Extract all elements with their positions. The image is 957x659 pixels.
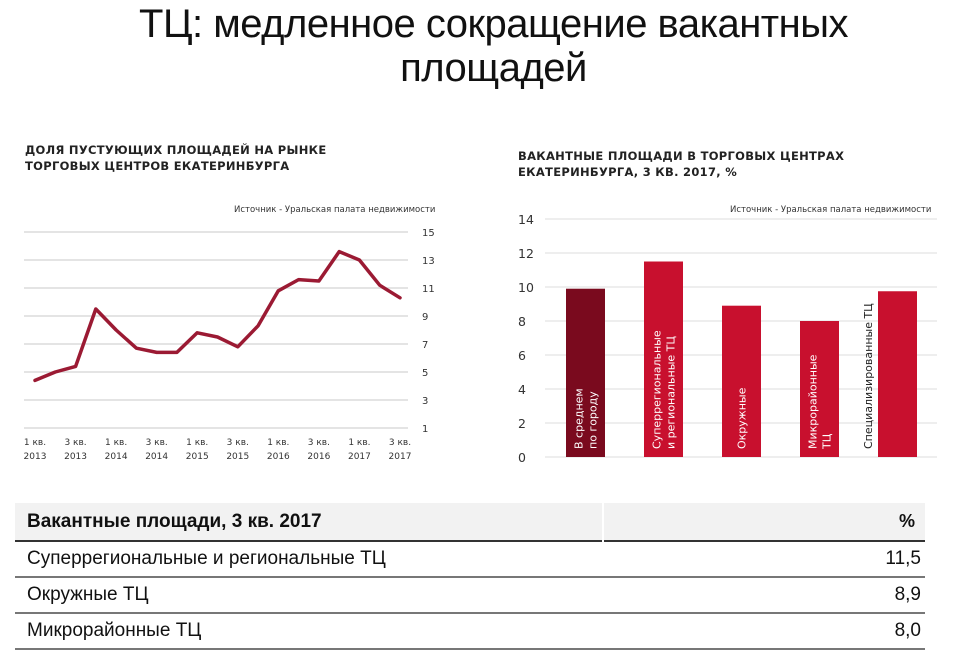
y-tick-label: 11 <box>422 284 435 295</box>
y-tick-label: 14 <box>518 212 534 227</box>
bar-label: по городу <box>587 391 600 449</box>
line-chart-y-axis: 15 13 11 9 7 5 3 1 <box>422 228 435 435</box>
y-tick-label: 4 <box>518 382 526 397</box>
bar <box>566 288 605 457</box>
x-tick-label: 2013 <box>64 452 87 462</box>
y-tick-label: 10 <box>518 280 534 295</box>
bar <box>722 305 761 457</box>
y-tick-label: 15 <box>422 228 435 239</box>
slide-title-line1: ТЦ: медленное сокращение вакантных <box>139 2 848 46</box>
y-tick-label: 7 <box>422 340 428 351</box>
line-series <box>33 249 402 383</box>
x-tick-label: 2014 <box>105 452 128 462</box>
x-tick-label: 1 кв. <box>24 438 46 448</box>
bar-label: ТЦ <box>821 433 834 450</box>
table-row-value: 8,9 <box>894 584 921 605</box>
bar <box>878 291 917 457</box>
x-tick-label: 2014 <box>145 452 168 462</box>
y-tick-label: 1 <box>422 424 428 435</box>
y-tick-label: 5 <box>422 368 428 379</box>
bar-chart-title: ВАКАНТНЫЕ ПЛОЩАДИ В ТОРГОВЫХ ЦЕНТРАХ ЕКА… <box>518 148 844 180</box>
bar <box>800 321 839 457</box>
line-chart-title-line2: ТОРГОВЫХ ЦЕНТРОВ ЕКАТЕРИНБУРГА <box>25 159 290 173</box>
x-tick-label: 3 кв. <box>389 438 411 448</box>
line-chart: 15 13 11 9 7 5 3 1 1 кв. 2013 3 кв. 2013 1 кв. 2014 3… <box>24 228 435 462</box>
bar-label: и региональные ТЦ <box>665 336 678 449</box>
table-header: Вакантные площади, 3 кв. 2017 % <box>15 503 925 541</box>
bar-chart: 14 12 10 8 6 4 2 0 В среднем по городу Суперрегио… <box>518 212 937 465</box>
table-row-value: 8,0 <box>894 620 921 641</box>
y-tick-label: 12 <box>518 246 534 261</box>
bar-label: Специализированные ТЦ <box>862 303 875 449</box>
x-tick-label: 3 кв. <box>64 438 86 448</box>
bar-chart-y-axis: 14 12 10 8 6 4 2 0 <box>518 212 534 465</box>
x-tick-label: 1 кв. <box>186 438 208 448</box>
table-row: Микрорайонные ТЦ 8,0 <box>15 613 925 649</box>
x-tick-label: 1 кв. <box>267 438 289 448</box>
x-tick-label: 2017 <box>348 452 371 462</box>
bar-label: В среднем <box>573 388 586 449</box>
line-chart-title: ДОЛЯ ПУСТУЮЩИХ ПЛОЩАДЕЙ НА РЫНКЕ ТОРГОВЫ… <box>25 142 327 174</box>
table-row: Суперрегиональные и региональные ТЦ 11,5 <box>15 541 925 577</box>
bar-chart-source: Источник - Уральская палата недвижимости <box>730 205 932 215</box>
table-header-unit: % <box>602 503 925 541</box>
y-tick-label: 13 <box>422 256 435 267</box>
x-tick-label: 2016 <box>307 452 330 462</box>
x-tick-label: 1 кв. <box>105 438 127 448</box>
line-chart-x-axis: 1 кв. 2013 3 кв. 2013 1 кв. 2014 3 кв. 2014 1 кв… <box>24 438 412 462</box>
line-chart-source: Источник - Уральская палата недвижимости <box>234 205 436 215</box>
y-tick-label: 6 <box>518 348 526 363</box>
bar-label: Микрорайонные <box>807 354 820 449</box>
x-tick-label: 2015 <box>186 452 209 462</box>
bar-series <box>566 261 917 457</box>
bar-label: Суперрегиональные <box>651 330 664 449</box>
slide-title: ТЦ: медленное сокращение вакантных площа… <box>0 2 957 90</box>
y-tick-label: 8 <box>518 314 526 329</box>
x-tick-label: 3 кв. <box>308 438 330 448</box>
table-row-label: Суперрегиональные и региональные ТЦ <box>27 548 386 569</box>
x-tick-label: 2013 <box>24 452 47 462</box>
y-tick-label: 2 <box>518 416 526 431</box>
table-row-label: Микрорайонные ТЦ <box>27 620 202 641</box>
x-tick-label: 2015 <box>226 452 249 462</box>
bar-labels: В среднем по городу Суперрегиональные и рег… <box>573 303 876 450</box>
x-tick-label: 3 кв. <box>146 438 168 448</box>
bar-label: Окружные <box>736 387 749 449</box>
table-row: Окружные ТЦ 8,9 <box>15 577 925 613</box>
table-row-label: Окружные ТЦ <box>27 584 149 605</box>
line-chart-grid <box>24 231 408 429</box>
vacancy-table: Вакантные площади, 3 кв. 2017 % Суперрег… <box>15 503 925 650</box>
x-tick-label: 2016 <box>267 452 290 462</box>
bar-chart-title-line1: ВАКАНТНЫЕ ПЛОЩАДИ В ТОРГОВЫХ ЦЕНТРАХ <box>518 149 845 163</box>
table-row-value: 11,5 <box>885 548 921 569</box>
table-header-label: Вакантные площади, 3 кв. 2017 <box>27 510 322 532</box>
y-tick-label: 9 <box>422 312 428 323</box>
slide-title-line2: площадей <box>400 46 587 90</box>
y-tick-label: 0 <box>518 450 526 465</box>
y-tick-label: 3 <box>422 396 428 407</box>
bar-chart-title-line2: ЕКАТЕРИНБУРГА, 3 КВ. 2017, % <box>518 165 738 179</box>
bar <box>644 261 683 457</box>
x-tick-label: 1 кв. <box>348 438 370 448</box>
line-chart-title-line1: ДОЛЯ ПУСТУЮЩИХ ПЛОЩАДЕЙ НА РЫНКЕ <box>25 143 327 157</box>
x-tick-label: 2017 <box>389 452 412 462</box>
x-tick-label: 3 кв. <box>227 438 249 448</box>
